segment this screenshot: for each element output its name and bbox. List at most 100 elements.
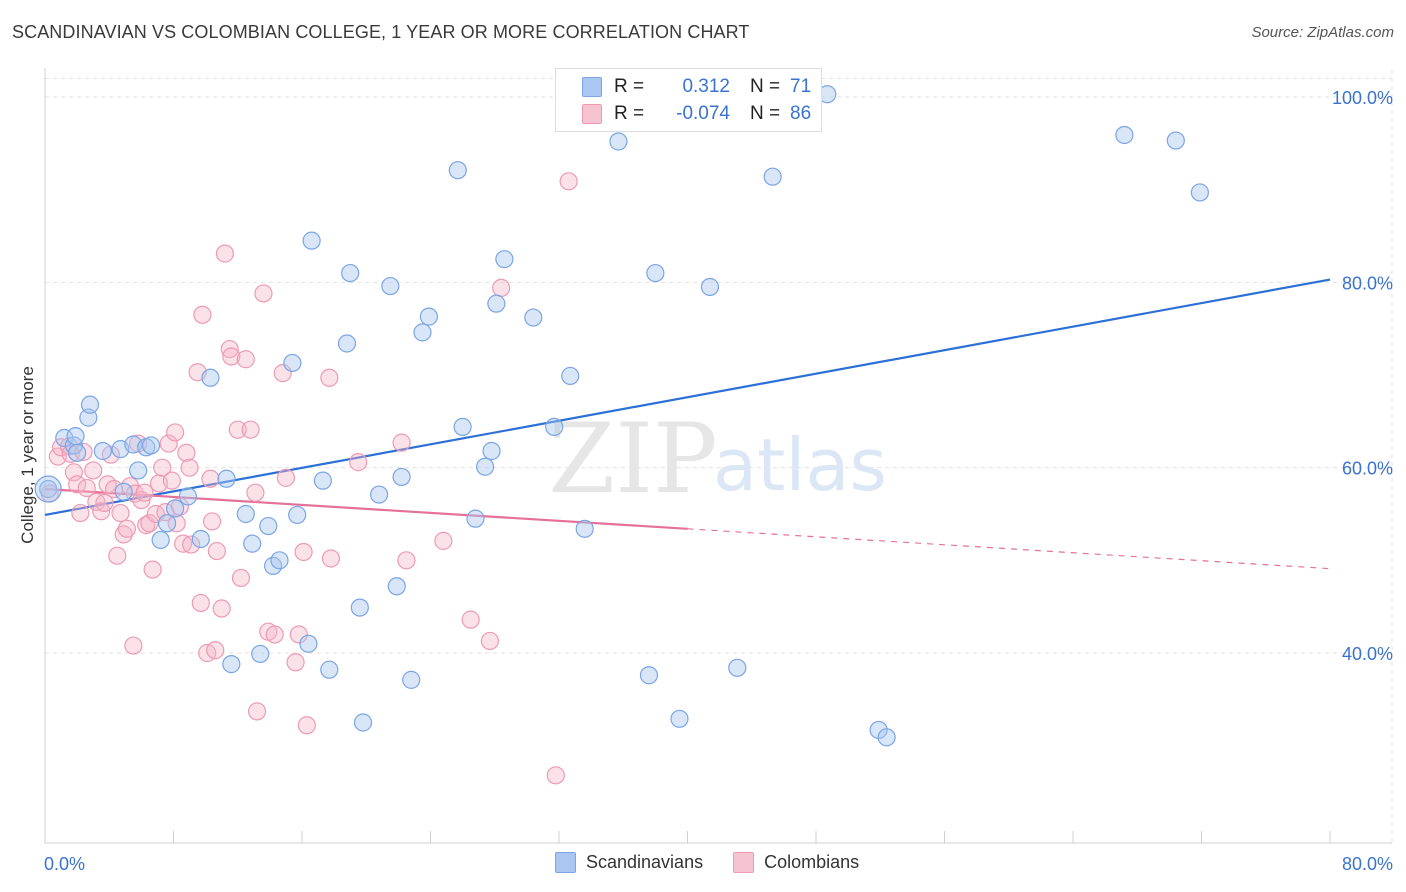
point-scandinavians <box>402 670 421 689</box>
point-scandinavians <box>80 395 100 414</box>
point-colombians <box>68 475 87 494</box>
point-scandinavians <box>763 167 782 186</box>
swatch-colombians <box>582 104 602 124</box>
point-scandinavians <box>243 534 262 553</box>
point-scandinavians <box>575 519 594 538</box>
point-colombians <box>124 636 143 655</box>
point-scandinavians <box>381 276 400 296</box>
y-tick-label: 80.0% <box>1342 273 1393 293</box>
r-value: 0.312 <box>682 76 730 97</box>
stats-legend: R = 0.312 N = 71 R = -0.074 N = 86 <box>555 68 822 132</box>
point-colombians <box>349 453 368 472</box>
legend-row-colombians: R = -0.074 N = 86 <box>582 102 811 126</box>
point-scandinavians <box>288 505 307 525</box>
point-colombians <box>166 423 185 442</box>
point-scandinavians <box>561 366 580 386</box>
y-tick-label: 60.0% <box>1342 459 1393 479</box>
point-colombians <box>276 468 296 487</box>
legend-item-scandinavians[interactable]: Scandinavians <box>555 852 703 873</box>
point-colombians <box>162 471 181 490</box>
point-scandinavians <box>313 471 332 490</box>
n-label: N = <box>750 103 781 124</box>
point-scandinavians <box>79 408 98 427</box>
y-tick-label: 40.0% <box>1342 644 1393 664</box>
point-colombians <box>180 458 199 477</box>
point-colombians <box>392 433 411 452</box>
series-legend: Scandinavians Colombians <box>555 852 889 873</box>
point-colombians <box>193 305 212 324</box>
point-scandinavians <box>270 551 289 570</box>
n-label: N = <box>750 76 781 97</box>
point-colombians <box>191 593 210 613</box>
point-colombians <box>108 546 127 565</box>
point-colombians <box>71 503 90 523</box>
point-scandinavians <box>1190 183 1209 202</box>
point-scandinavians <box>93 441 112 461</box>
point-scandinavians <box>728 658 747 677</box>
point-colombians <box>546 766 565 785</box>
point-colombians <box>77 478 96 498</box>
point-scandinavians <box>609 132 628 151</box>
r-value: -0.074 <box>676 103 730 124</box>
point-colombians <box>207 541 226 561</box>
point-scandinavians <box>476 457 495 476</box>
point-colombians <box>153 458 172 477</box>
y-tick-label: 100.0% <box>1332 88 1393 108</box>
point-scandinavians <box>39 479 58 499</box>
point-scandinavians <box>545 417 564 436</box>
swatch-colombians <box>733 852 755 873</box>
point-scandinavians <box>646 263 665 283</box>
point-colombians <box>140 514 159 533</box>
data-points <box>34 85 1209 785</box>
point-colombians <box>117 519 137 538</box>
point-scandinavians <box>413 323 432 342</box>
watermark-atlas: atlas <box>713 423 887 507</box>
point-colombians <box>320 368 339 387</box>
watermark-zip: ZIP <box>548 403 717 515</box>
n-value: 86 <box>790 103 812 124</box>
point-colombians <box>297 716 316 735</box>
point-scandinavians <box>466 509 485 528</box>
point-colombians <box>434 531 453 550</box>
point-colombians <box>480 631 500 651</box>
trend-line-colombians-extension <box>687 528 1331 570</box>
swatch-scandinavians <box>555 852 576 873</box>
point-scandinavians <box>178 487 198 506</box>
point-scandinavians <box>670 709 689 728</box>
point-colombians <box>461 610 480 629</box>
point-colombians <box>111 503 130 523</box>
watermark: ZIP atlas <box>548 403 887 515</box>
point-colombians <box>215 244 234 263</box>
point-scandinavians <box>700 277 720 297</box>
gridlines <box>45 70 1393 843</box>
x-tick-label-min: 0.0% <box>44 854 85 874</box>
point-colombians <box>492 278 511 297</box>
n-value: 71 <box>790 76 812 97</box>
point-colombians <box>289 625 308 644</box>
point-colombians <box>559 172 578 191</box>
legend-label-colombians: Colombians <box>764 852 860 872</box>
point-scandinavians <box>1115 125 1134 145</box>
point-colombians <box>84 461 103 480</box>
point-scandinavians <box>341 263 360 283</box>
point-colombians <box>202 512 222 531</box>
point-scandinavians <box>350 598 369 617</box>
point-colombians <box>265 625 284 644</box>
point-colombians <box>321 549 341 568</box>
point-scandinavians <box>877 728 896 747</box>
point-scandinavians <box>68 443 87 462</box>
point-scandinavians <box>157 514 177 533</box>
point-scandinavians <box>222 655 241 674</box>
legend-label-scandinavians: Scandinavians <box>586 852 704 872</box>
point-colombians <box>254 284 273 303</box>
point-colombians <box>294 542 313 562</box>
point-colombians <box>222 347 241 366</box>
point-scandinavians <box>448 161 467 180</box>
point-colombians <box>177 443 196 462</box>
point-colombians <box>397 551 416 570</box>
point-colombians <box>74 442 93 462</box>
point-scandinavians <box>453 417 472 436</box>
source-label: Source: ZipAtlas.com <box>1251 24 1394 41</box>
legend-item-colombians[interactable]: Colombians <box>733 852 859 873</box>
